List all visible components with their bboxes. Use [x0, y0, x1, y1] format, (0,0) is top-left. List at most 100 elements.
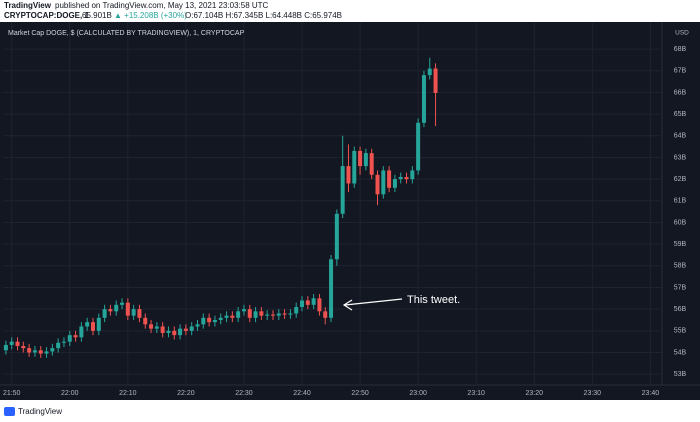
candle-body — [317, 298, 322, 312]
footer-logo: TradingView — [18, 407, 62, 416]
candle-body — [137, 309, 142, 318]
y-tick-label: 56B — [674, 306, 687, 313]
annotation-arrowhead — [342, 299, 353, 311]
candle-body — [108, 309, 113, 312]
candle-body — [241, 309, 246, 312]
x-tick-label: 22:20 — [177, 390, 195, 397]
candle-body — [166, 330, 171, 333]
candle-body — [125, 302, 130, 316]
x-tick-label: 22:30 — [235, 390, 253, 397]
candle-body — [90, 322, 95, 331]
candle-body — [416, 122, 421, 171]
candle-body — [340, 166, 345, 214]
candle-body — [183, 328, 188, 331]
y-tick-label: 60B — [674, 219, 687, 226]
logo-icon — [4, 407, 15, 416]
candle-body — [207, 317, 212, 323]
annotation: This tweet. — [407, 294, 460, 306]
candle-body — [85, 322, 90, 327]
published: published on TradingView.com, May 13, 20… — [55, 1, 269, 10]
candle-body — [178, 328, 183, 336]
candle-body — [334, 213, 339, 260]
candle-body — [56, 342, 61, 349]
candle-body — [230, 315, 235, 318]
candle-body — [236, 311, 241, 318]
candle-body — [160, 326, 165, 333]
candle-body — [323, 311, 328, 318]
x-tick-label: 22:10 — [119, 390, 137, 397]
y-tick-label: 65B — [674, 111, 687, 118]
x-tick-label: 23:20 — [525, 390, 543, 397]
candle-body — [195, 324, 200, 327]
y-tick-label: 55B — [674, 328, 687, 335]
y-axis-label: USD — [675, 30, 689, 37]
candle-body — [67, 335, 72, 342]
candle-body — [253, 311, 258, 318]
candle-body — [32, 350, 37, 353]
candle-body — [311, 298, 316, 305]
x-tick-label: 22:40 — [293, 390, 311, 397]
candle-body — [387, 170, 392, 188]
x-tick-label: 23:10 — [467, 390, 485, 397]
brand: TradingView — [4, 1, 52, 10]
candle-body — [369, 153, 374, 175]
y-tick-label: 66B — [674, 89, 687, 96]
candle-body — [427, 68, 432, 76]
candle-body — [143, 317, 148, 325]
candle-body — [410, 170, 415, 180]
candle-body — [305, 300, 310, 305]
candle-body — [172, 330, 177, 336]
chart-background — [0, 22, 700, 400]
candle-body — [50, 348, 55, 352]
candle-body — [346, 166, 351, 184]
candle-body — [329, 259, 334, 318]
candle-body — [79, 326, 84, 338]
y-tick-label: 68B — [674, 46, 687, 53]
candle-body — [96, 317, 101, 331]
candle-body — [201, 317, 206, 325]
y-tick-label: 58B — [674, 263, 687, 270]
candle-body — [21, 345, 26, 349]
y-tick-label: 57B — [674, 284, 687, 291]
candle-body — [61, 341, 66, 343]
candle-body — [276, 313, 281, 316]
candle-body — [404, 176, 409, 180]
chart-title: Market Cap DOGE, $ (CALCULATED BY TRADIN… — [8, 30, 245, 37]
x-tick-label: 23:00 — [409, 390, 427, 397]
x-tick-label: 21:50 — [3, 390, 21, 397]
y-tick-label: 54B — [674, 349, 687, 356]
candle-body — [102, 309, 107, 318]
candle-body — [259, 311, 264, 316]
y-tick-label: 63B — [674, 154, 687, 161]
candle-body — [15, 341, 20, 346]
last-price: 65.901B — [82, 11, 112, 20]
candle-body — [73, 335, 78, 338]
candle-body — [392, 179, 397, 188]
candle-body — [352, 150, 357, 184]
candle-body — [265, 314, 270, 316]
x-tick-label: 23:40 — [642, 390, 660, 397]
candle-body — [3, 344, 8, 351]
y-tick-label: 59B — [674, 241, 687, 248]
candle-body — [282, 313, 287, 315]
candle-body — [300, 300, 305, 307]
candle-body — [114, 304, 119, 312]
candle-body — [224, 315, 229, 318]
candle-body — [398, 176, 403, 180]
candle-body — [154, 326, 159, 329]
candle-body — [421, 75, 426, 123]
symbol: CRYPTOCAP:DOGE, 1 — [4, 11, 89, 20]
candle-body — [288, 313, 293, 315]
candle-body — [270, 314, 275, 316]
y-tick-label: 61B — [674, 198, 687, 205]
candle-body — [38, 350, 43, 354]
candle-body — [212, 319, 217, 323]
y-tick-label: 67B — [674, 68, 687, 75]
candle-body — [149, 324, 154, 329]
y-tick-label: 53B — [674, 371, 687, 378]
candle-body — [218, 317, 223, 320]
candle-body — [363, 153, 368, 167]
x-tick-label: 22:00 — [61, 390, 79, 397]
candles — [3, 57, 438, 358]
